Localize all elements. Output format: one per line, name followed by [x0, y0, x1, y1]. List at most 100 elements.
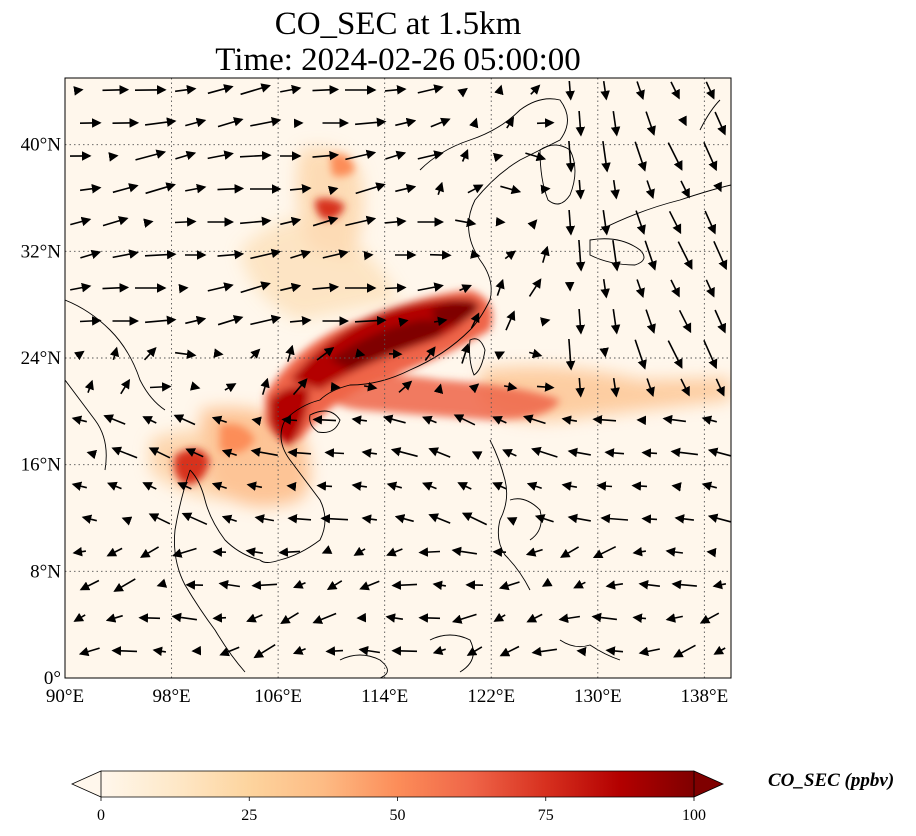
lon-tick-label: 130°E — [574, 686, 622, 707]
lat-tick-label: 40°N — [21, 135, 62, 156]
wind-arrow — [207, 150, 234, 160]
wind-arrow — [71, 415, 87, 425]
wind-arrow — [391, 646, 418, 656]
wind-arrow — [111, 446, 138, 459]
wind-arrow — [185, 117, 207, 128]
plot-subtitle-time: Time: 2024-02-26 05:00:00 — [215, 42, 581, 78]
colorbar-tick-label: 0 — [97, 807, 105, 824]
wind-arrow — [632, 546, 647, 557]
wind-arrow — [144, 249, 177, 260]
wind-arrow — [591, 612, 617, 623]
wind-arrow — [561, 481, 578, 491]
wind-arrow — [504, 250, 517, 261]
wind-arrow — [451, 613, 477, 624]
wind-arrow — [240, 216, 272, 227]
gridlines — [65, 78, 731, 678]
wind-arrow — [677, 241, 693, 270]
wind-arrow — [662, 414, 687, 425]
wind-arrow — [102, 85, 130, 95]
wind-arrow — [468, 383, 480, 394]
wind-arrow — [174, 349, 197, 360]
wind-arrow — [250, 314, 282, 326]
wind-arrow — [451, 546, 478, 557]
wind-arrow — [173, 414, 196, 426]
wind-arrow — [417, 282, 444, 292]
wind-arrow — [212, 613, 227, 623]
wind-arrow — [714, 111, 727, 136]
wind-arrow — [541, 577, 553, 587]
wind-arrow — [500, 184, 522, 195]
wind-arrow — [395, 117, 417, 128]
wind-arrow — [600, 513, 629, 524]
wind-arrow — [112, 183, 139, 194]
wind-arrow — [596, 481, 613, 491]
wind-arrow — [526, 613, 543, 623]
wind-arrow — [605, 646, 624, 656]
wind-arrow — [632, 613, 647, 623]
wind-arrow — [611, 239, 621, 272]
wind-arrow — [390, 447, 418, 458]
wind-arrow — [140, 546, 160, 558]
wind-arrow — [504, 116, 515, 129]
wind-arrow — [211, 481, 227, 491]
wind-arrow — [567, 447, 591, 458]
wind-arrow — [428, 447, 451, 458]
wind-arrow — [121, 516, 133, 526]
wind-arrow — [112, 249, 139, 259]
wind-arrow — [522, 414, 546, 425]
co-concentration-field — [150, 147, 731, 507]
wind-arrow — [79, 579, 100, 591]
wind-arrow — [354, 315, 387, 326]
wind-arrow — [253, 644, 276, 659]
wind-arrow — [287, 513, 312, 524]
wind-arrow — [638, 579, 660, 590]
wind-arrow — [565, 209, 576, 236]
wind-arrow — [207, 282, 234, 292]
wind-arrow — [81, 514, 97, 524]
wind-arrow — [565, 80, 575, 101]
wind-arrow — [143, 218, 154, 228]
wind-arrow — [280, 84, 302, 95]
wind-arrow — [631, 481, 648, 491]
wind-arrow — [280, 216, 302, 227]
wind-arrow — [355, 348, 366, 358]
wind-arrow — [502, 449, 517, 458]
wind-arrow — [641, 514, 658, 524]
wind-arrow — [391, 580, 418, 590]
wind-arrow — [107, 481, 122, 491]
lon-tick-label: 138°E — [681, 686, 729, 707]
wind-arrow — [142, 482, 157, 491]
wind-arrow — [327, 185, 339, 196]
wind-arrow — [531, 646, 558, 657]
wind-arrow — [86, 449, 98, 460]
colorbar-tick-label: 75 — [538, 807, 554, 824]
wind-arrow — [492, 482, 507, 491]
wind-arrow — [385, 150, 407, 160]
wind-arrow — [250, 116, 282, 127]
wind-arrow — [278, 547, 301, 557]
latitude-tick-labels: 0° 8°N 16°N 24°N 32°N 40°N — [21, 135, 62, 689]
wind-arrow — [382, 414, 406, 424]
wind-arrow — [678, 115, 687, 127]
wind-arrow — [181, 512, 208, 526]
wind-arrow — [536, 382, 555, 392]
wind-arrow — [148, 447, 171, 459]
wind-arrow — [171, 612, 198, 623]
lat-tick-label: 0° — [44, 668, 61, 689]
colorbar-extend-high — [693, 770, 724, 798]
wind-arrow — [102, 216, 129, 227]
wind-arrow — [712, 579, 727, 590]
wind-arrow — [384, 283, 407, 293]
wind-arrow — [645, 378, 655, 398]
wind-arrow — [152, 646, 167, 657]
wind-arrow — [495, 216, 506, 227]
wind-arrow — [560, 546, 580, 558]
wind-arrow — [670, 447, 698, 458]
wind-arrow — [135, 149, 167, 161]
wind-arrow — [316, 347, 335, 361]
wind-arrow — [461, 342, 471, 364]
colorbar-tick-label: 25 — [241, 807, 257, 824]
wind-arrow — [459, 149, 469, 162]
wind-arrow — [71, 481, 87, 491]
